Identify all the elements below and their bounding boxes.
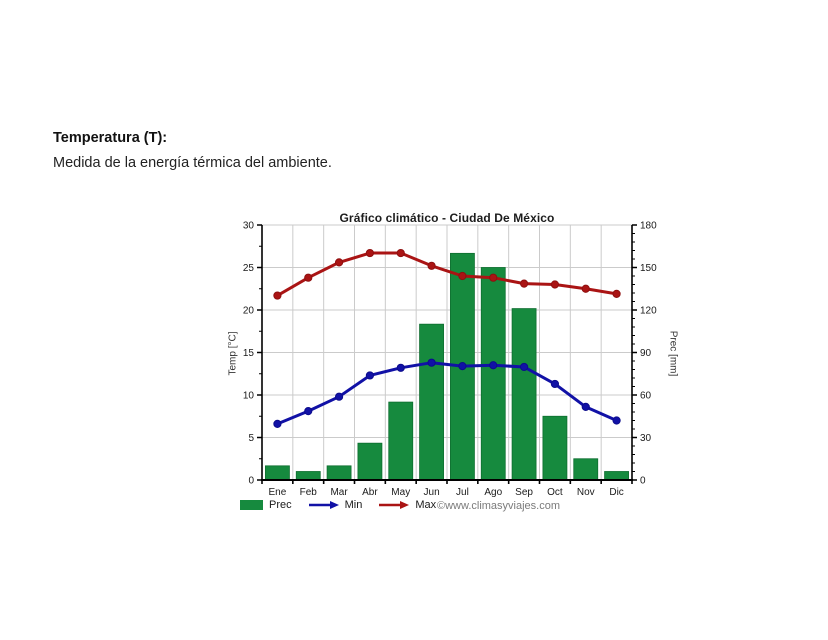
svg-text:Sep: Sep xyxy=(515,487,533,498)
legend-label-max: Max xyxy=(415,499,437,511)
svg-text:0: 0 xyxy=(248,476,254,487)
svg-text:Jun: Jun xyxy=(424,487,440,498)
legend-item-prec: Prec xyxy=(240,499,309,511)
svg-text:Jul: Jul xyxy=(456,487,469,498)
caption-block: Temperatura (T): Medida de la energía té… xyxy=(53,129,332,173)
svg-text:15: 15 xyxy=(243,348,255,359)
svg-text:120: 120 xyxy=(640,306,657,317)
legend-item-max: Max xyxy=(379,499,453,511)
svg-text:Oct: Oct xyxy=(547,487,563,498)
legend-label-prec: Prec xyxy=(269,499,292,511)
min-line-icon xyxy=(308,501,339,509)
svg-text:Nov: Nov xyxy=(577,487,595,498)
prec-swatch-icon xyxy=(240,500,263,510)
svg-text:30: 30 xyxy=(243,221,255,232)
legend-item-min: Min xyxy=(308,499,380,511)
legend-label-min: Min xyxy=(344,499,363,511)
climate-chart: Gráfico climático - Ciudad De México Tem… xyxy=(225,203,685,535)
svg-text:5: 5 xyxy=(248,433,254,444)
right-axis-label: Prec [mm] xyxy=(667,330,679,377)
page-title: Temperatura (T): xyxy=(53,130,168,146)
page-subtitle: Medida de la energía térmica del ambient… xyxy=(53,154,332,171)
max-line-icon xyxy=(379,501,410,509)
svg-text:150: 150 xyxy=(640,263,657,274)
svg-text:20: 20 xyxy=(243,306,255,317)
svg-text:Ene: Ene xyxy=(269,487,287,498)
svg-text:Ago: Ago xyxy=(484,487,502,498)
chart-legend: Prec Min Max xyxy=(240,499,453,511)
svg-text:30: 30 xyxy=(640,433,652,444)
svg-text:60: 60 xyxy=(640,391,652,402)
climate-chart-plot: 0 5 10 15 20 25 30 0 30 60 90 120 150 180 Ene Feb Mar Abr… xyxy=(243,221,657,499)
svg-text:Abr: Abr xyxy=(362,487,378,498)
svg-text:10: 10 xyxy=(243,391,255,402)
svg-text:Mar: Mar xyxy=(330,487,348,498)
svg-text:Dic: Dic xyxy=(609,487,623,498)
svg-text:25: 25 xyxy=(243,263,255,274)
left-axis-label: Temp [°C] xyxy=(227,331,239,376)
watermark-text: ©www.climasyviajes.com xyxy=(437,500,561,512)
svg-text:May: May xyxy=(391,487,410,498)
svg-text:180: 180 xyxy=(640,221,657,232)
svg-text:0: 0 xyxy=(640,476,646,487)
svg-text:90: 90 xyxy=(640,348,652,359)
chart-title: Gráfico climático - Ciudad De México xyxy=(339,211,555,225)
svg-text:Feb: Feb xyxy=(300,487,318,498)
